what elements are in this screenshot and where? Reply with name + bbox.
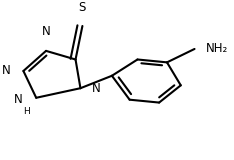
Text: N: N [2,64,11,77]
Text: NH₂: NH₂ [206,42,229,56]
Text: N: N [92,82,101,95]
Text: H: H [23,107,30,116]
Text: S: S [79,1,86,15]
Text: N: N [42,25,50,38]
Text: N: N [14,93,22,106]
